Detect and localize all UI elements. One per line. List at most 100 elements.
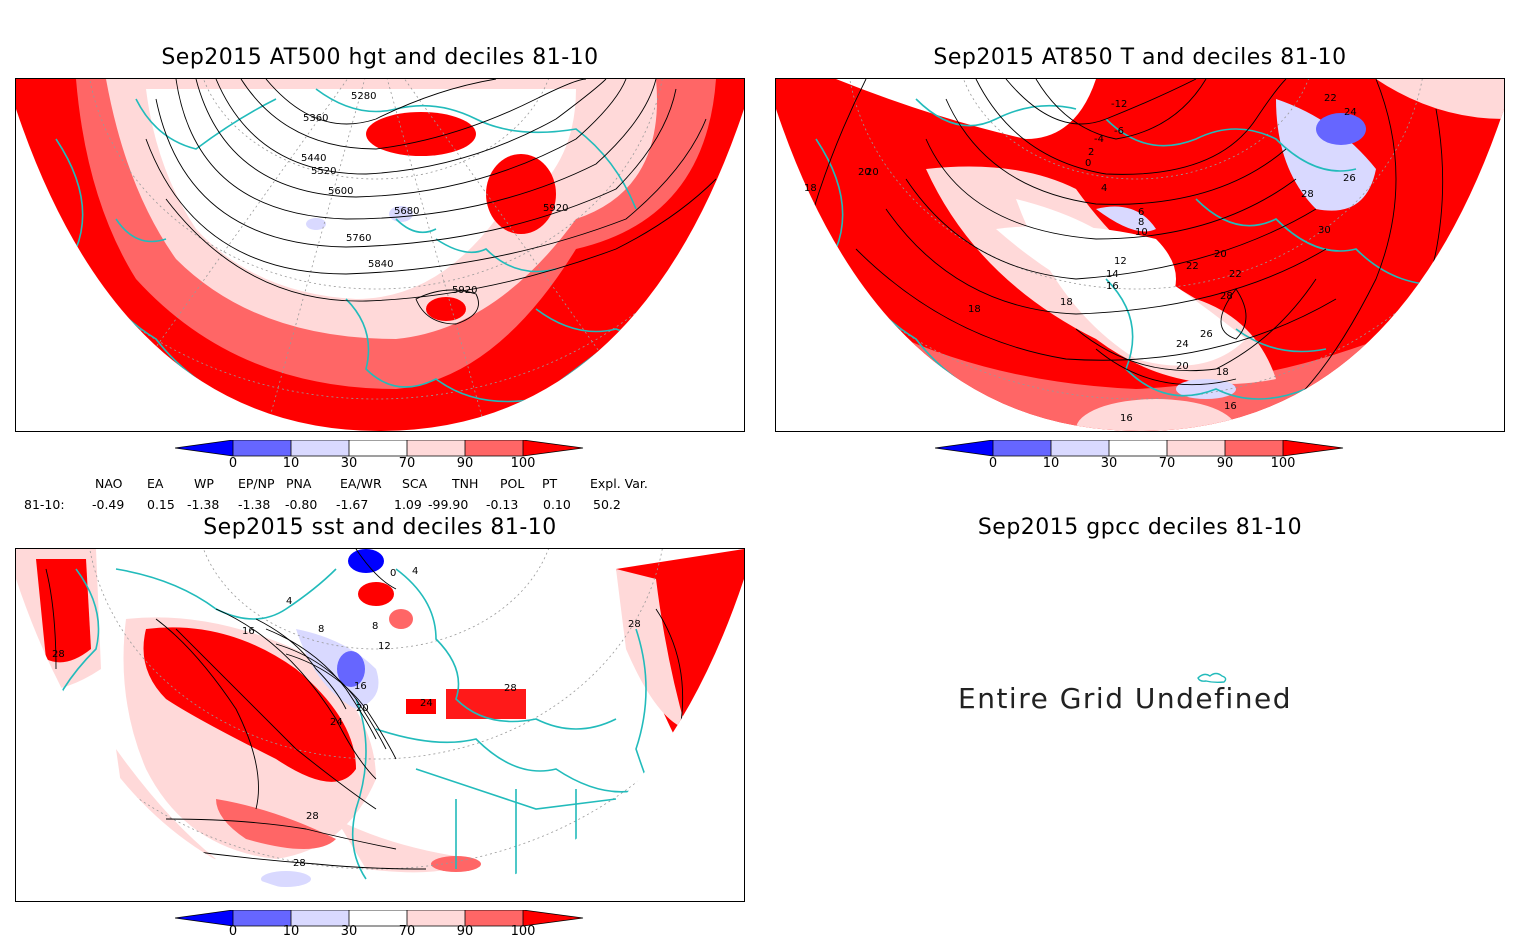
contour-label: 8: [318, 624, 324, 635]
contour-label: 8: [372, 621, 378, 632]
contour-label: 26: [1343, 173, 1356, 184]
colorbar-tick: 30: [340, 456, 358, 471]
decile-low-patch: [306, 218, 326, 230]
colorbar-swatch: [1167, 440, 1225, 456]
contour-label: 28: [1301, 189, 1314, 200]
tele-value: -1.67: [336, 497, 369, 512]
contour-label: 6: [1138, 207, 1144, 218]
contour-label: 20: [356, 703, 369, 714]
colorbar-swatch: [1109, 440, 1167, 456]
contour-label: 24: [420, 698, 433, 709]
contour-label: 16: [354, 681, 367, 692]
decile-0-10-region: [1316, 113, 1366, 145]
contour-label: 5520: [311, 166, 336, 177]
contour-label: 4: [286, 596, 292, 607]
contour-label: 22: [1324, 93, 1337, 104]
tele-value: 0.15: [147, 497, 175, 512]
colorbar-swatches: [174, 439, 584, 457]
colorbar-tick: 100: [510, 924, 536, 939]
colorbar-tick: 30: [1100, 456, 1118, 471]
colorbar-tick: 70: [398, 924, 416, 939]
contour-label-group: -12 -6 -4 2 0 4 6 8 10 12 14 16 18 18 18…: [804, 93, 1357, 424]
colorbar-tick: 90: [456, 924, 474, 939]
colorbar-tick: 90: [1216, 456, 1234, 471]
tele-value: -99.90: [428, 497, 469, 512]
colorbar-swatch: [407, 910, 465, 926]
decile-hotspot-med: [426, 297, 466, 321]
contour-label: 26: [1200, 329, 1213, 340]
contour-label: 10: [1135, 227, 1148, 238]
contour-label: 18: [1216, 367, 1229, 378]
colorbar-tick: 10: [1042, 456, 1060, 471]
contour-label: 5280: [351, 91, 376, 102]
contour-label: 5680: [394, 206, 419, 217]
tele-header: EP/NP: [238, 476, 275, 491]
contour-label: 22: [1186, 261, 1199, 272]
decile-hotspot-north: [366, 112, 476, 156]
contour-label: 12: [378, 641, 391, 652]
colorbar-swatch: [993, 440, 1051, 456]
tele-header: SCA: [402, 476, 428, 491]
contour-label: 20: [866, 167, 879, 178]
contour-label: 20: [858, 167, 871, 178]
decile-10-30-region: [1096, 206, 1156, 232]
tele-header: TNH: [452, 476, 479, 491]
gpcc-panel-title: Sep2015 gpcc deciles 81-10: [977, 515, 1303, 540]
decile-90-100-region: [143, 627, 356, 782]
t850-colorbar: 0 10 30 70 90 100: [934, 439, 1345, 476]
tele-value: -1.38: [238, 497, 271, 512]
colorbar-tick: 70: [1158, 456, 1176, 471]
contour-label: 5360: [303, 113, 328, 124]
contour-label: 5760: [346, 233, 371, 244]
tele-header: POL: [500, 476, 525, 491]
contour-label: 5840: [368, 259, 393, 270]
contour-label: 28: [52, 649, 65, 660]
decile-0-10-region: [337, 651, 365, 687]
colorbar-swatch: [291, 440, 349, 456]
colorbar-tick: 0: [228, 456, 238, 471]
tele-value: 0.10: [543, 497, 571, 512]
contour-label: 30: [1318, 225, 1331, 236]
tele-header: EA: [147, 476, 164, 491]
tele-value: 50.2: [593, 497, 621, 512]
sst-map: 4 8 12 16 20 24 24 28 28 28 28 28 16 4 0…: [15, 548, 745, 902]
contour-label: 22: [1229, 269, 1242, 280]
colorbar-tick: 10: [282, 924, 300, 939]
contour-label: 18: [968, 304, 981, 315]
tele-header: NAO: [95, 476, 123, 491]
contour-label-group: 4 8 12 16 20 24 24 28 28 28 28 28 16 4 0…: [52, 566, 641, 869]
height-contours: [145, 79, 717, 325]
tele-value: -1.38: [187, 497, 220, 512]
contour-label: 5600: [328, 186, 353, 197]
decile-low-patch: [389, 206, 413, 222]
contour-label: 16: [1120, 413, 1133, 424]
colorbar-swatch: [233, 910, 291, 926]
contour-label: 18: [804, 183, 817, 194]
contour-label: 2: [1088, 147, 1094, 158]
colorbar-swatches: [174, 909, 584, 927]
contour-label: 28: [504, 683, 517, 694]
contour-label: 12: [1114, 256, 1127, 267]
t850-panel-title: Sep2015 AT850 T and deciles 81-10: [933, 45, 1347, 70]
contour-label: -6: [1114, 126, 1124, 137]
tele-header: Expl. Var.: [590, 476, 648, 491]
contour-label: 0: [390, 568, 396, 579]
colorbar-tick: 100: [1270, 456, 1296, 471]
gpcc-undefined-message: Entire Grid Undefined: [958, 682, 1293, 715]
gpcc-island-glyph: [1197, 672, 1227, 684]
contour-label: 28: [628, 619, 641, 630]
contour-label: 20: [1214, 249, 1227, 260]
t850-map: -12 -6 -4 2 0 4 6 8 10 12 14 16 18 18 18…: [775, 78, 1505, 432]
contour-label: 0: [1085, 158, 1091, 169]
colorbar-swatch: [1051, 440, 1109, 456]
colorbar-tick: 10: [282, 456, 300, 471]
colorbar-swatch: [1225, 440, 1283, 456]
contour-label: 18: [1060, 297, 1073, 308]
tele-value: -0.13: [486, 497, 519, 512]
contour-label: 24: [1344, 107, 1357, 118]
contour-label: 28: [293, 858, 306, 869]
colorbar-tick: 0: [228, 924, 238, 939]
contour-label: 28: [1220, 291, 1233, 302]
tele-header: PT: [542, 476, 558, 491]
colorbar-swatch: [175, 440, 233, 456]
